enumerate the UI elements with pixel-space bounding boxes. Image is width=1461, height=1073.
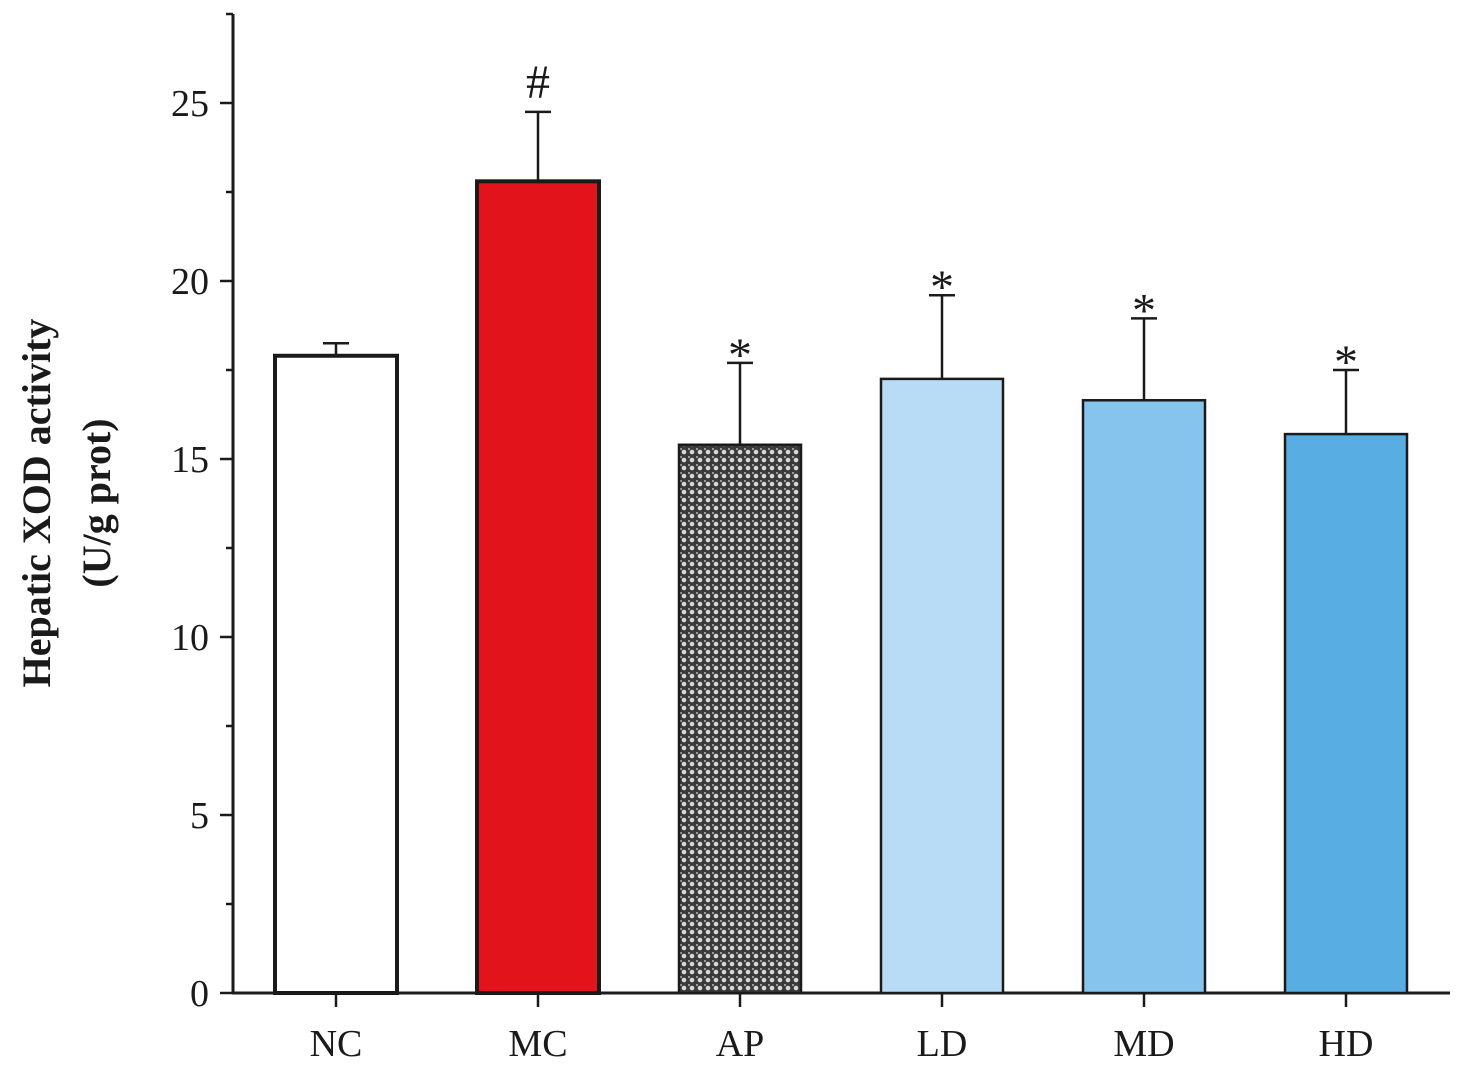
- bar-md: [1081, 399, 1207, 995]
- y-tick-label: 5: [190, 795, 209, 837]
- bar-mc: [475, 179, 601, 995]
- x-tick-label-ap: AP: [716, 1023, 765, 1065]
- x-tick-label-mc: MC: [508, 1023, 567, 1065]
- plot-area: 0 5 10 15 20 25 NC # MC * AP * LD * MD * HD: [171, 12, 1450, 1065]
- y-axis-label: Hepatic XOD activity: [14, 319, 59, 688]
- significance-marker-ap: *: [728, 329, 752, 382]
- bar-ld: [879, 377, 1005, 995]
- y-tick-label: 25: [171, 83, 209, 125]
- bar-hd: [1283, 432, 1409, 995]
- significance-marker-md: *: [1132, 284, 1156, 337]
- y-axis-units: (U/g prot): [74, 418, 119, 587]
- significance-marker-mc: #: [526, 56, 550, 109]
- y-tick-label: 0: [190, 973, 209, 1015]
- y-tick-label: 20: [171, 261, 209, 303]
- x-tick-label-hd: HD: [1319, 1023, 1374, 1065]
- x-tick-label-ld: LD: [917, 1023, 968, 1065]
- bar-nc: [273, 353, 399, 995]
- y-tick-label: 10: [171, 617, 209, 659]
- x-tick-label-md: MD: [1113, 1023, 1174, 1065]
- significance-marker-ld: *: [930, 261, 954, 314]
- bar-ap: [677, 443, 803, 995]
- y-tick-label: 15: [171, 439, 209, 481]
- significance-marker-hd: *: [1334, 336, 1358, 389]
- x-tick-label-nc: NC: [310, 1023, 363, 1065]
